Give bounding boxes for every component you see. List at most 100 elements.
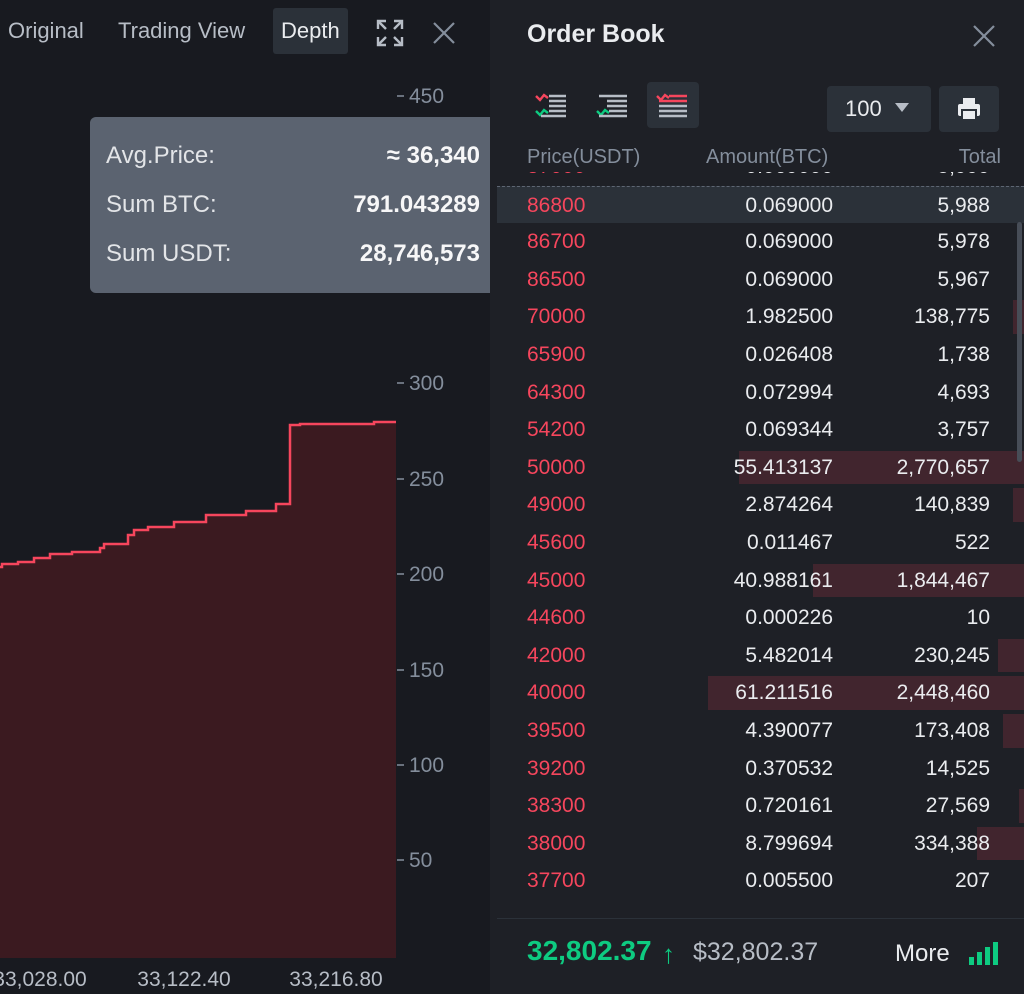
- row-amount: 0.026408: [745, 343, 833, 366]
- order-book-footer: 32,802.37 ↑ $32,802.37 More: [497, 918, 1024, 994]
- depth-bar: [1002, 714, 1024, 748]
- order-book-row[interactable]: 39200 0.370532 14,525: [497, 750, 1024, 788]
- row-price: 87000: [527, 172, 585, 186]
- order-book-rows: 87000 0.069000 5,999 86800 0.069000 5,988 8670…: [497, 172, 1024, 918]
- row-price: 37700: [527, 869, 586, 893]
- signal-strength-icon: [969, 942, 998, 965]
- ask-depth-line: [0, 420, 396, 569]
- chart-view-tabs: Original Trading View Depth: [0, 6, 490, 54]
- mark-price: $32,802.37: [693, 938, 819, 966]
- row-price: 45600: [527, 531, 586, 554]
- order-book-title: Order Book: [527, 20, 665, 48]
- row-amount: 0.720161: [745, 794, 833, 818]
- tooltip-sum-usdt-row: Sum USDT: 28,746,573: [106, 229, 480, 278]
- tab-trading-view[interactable]: Trading View: [118, 18, 246, 43]
- depth-bar: [1018, 789, 1024, 823]
- order-book-row[interactable]: 49000 2.874264 140,839: [497, 486, 1024, 524]
- tooltip-label: Sum USDT:: [106, 240, 232, 267]
- row-total: 334,388: [914, 831, 990, 855]
- order-book-row[interactable]: 86500 0.069000 5,967: [497, 261, 1024, 299]
- printer-icon: [958, 98, 980, 121]
- row-total: 4,693: [937, 380, 990, 404]
- order-book-panel: Order Book: [497, 0, 1024, 994]
- row-amount: 0.370532: [745, 756, 833, 780]
- row-price: 39200: [527, 756, 586, 780]
- row-price: 64300: [527, 380, 586, 404]
- ask-depth-area: [0, 422, 396, 958]
- order-book-scrollbar[interactable]: [1017, 222, 1022, 462]
- depth-bar: [813, 563, 1024, 598]
- x-tick-label: 33,216.80: [289, 968, 382, 991]
- view-asks-button[interactable]: [647, 82, 699, 128]
- row-price: 39500: [527, 719, 586, 742]
- x-tick-label: 33,122.40: [137, 968, 230, 991]
- row-total: 5,978: [937, 230, 990, 254]
- row-amount: 5.482014: [745, 643, 833, 667]
- column-header-price: Price(USDT): [527, 146, 641, 168]
- row-amount: 40.988161: [733, 568, 833, 592]
- row-total: 3,757: [937, 418, 990, 442]
- row-amount: 1.982500: [745, 305, 833, 329]
- order-book-row[interactable]: 44600 0.000226 10: [497, 599, 1024, 637]
- last-price: 32,802.37: [527, 935, 652, 966]
- depth-size-select[interactable]: 100: [827, 86, 931, 132]
- tooltip-value: 791.043289: [353, 191, 480, 218]
- row-amount: 0.011467: [746, 531, 833, 554]
- order-book-row[interactable]: 40000 61.211516 2,448,460: [497, 674, 1024, 712]
- order-book-row[interactable]: 38000 8.799694 334,388: [497, 825, 1024, 863]
- tooltip-label: Sum BTC:: [106, 191, 217, 218]
- row-amount: 0.069000: [745, 230, 833, 254]
- order-book-row[interactable]: 45000 40.988161 1,844,467: [497, 562, 1024, 600]
- order-book-row[interactable]: 54200 0.069344 3,757: [497, 411, 1024, 449]
- row-total: 207: [954, 869, 990, 893]
- row-amount: 0.072994: [745, 380, 833, 404]
- row-price: 44600: [527, 606, 586, 630]
- row-amount: 55.413137: [733, 455, 833, 479]
- order-book-row[interactable]: 65900 0.026408 1,738: [497, 336, 1024, 374]
- y-tick-label: 250: [409, 468, 444, 491]
- order-book-row[interactable]: 86800 0.069000 5,988: [497, 185, 1024, 224]
- view-bids-asks-button[interactable]: [527, 82, 579, 128]
- row-price: 38300: [527, 794, 586, 818]
- order-book-row[interactable]: 42000 5.482014 230,245: [497, 637, 1024, 675]
- row-total: 230,245: [914, 643, 990, 667]
- depth-chart-panel: Original Trading View Depth 450 300 250 200…: [0, 0, 490, 994]
- order-book-row[interactable]: 39500 4.390077 173,408: [497, 712, 1024, 750]
- row-amount: 0.000226: [745, 606, 833, 630]
- order-book-row[interactable]: 37700 0.005500 207: [497, 862, 1024, 900]
- tooltip-label: Avg.Price:: [106, 142, 215, 169]
- tab-original[interactable]: Original: [8, 18, 84, 43]
- order-book-row[interactable]: 38300 0.720161 27,569: [497, 787, 1024, 825]
- order-book-row[interactable]: 50000 55.413137 2,770,657: [497, 449, 1024, 487]
- depth-bar: [739, 450, 1024, 485]
- caret-down-icon: [895, 103, 909, 112]
- view-bids-button[interactable]: [587, 82, 639, 128]
- order-book-both-icon: [535, 93, 566, 118]
- row-amount: 0.005500: [745, 869, 833, 893]
- tab-depth[interactable]: Depth: [273, 8, 348, 54]
- expand-icon[interactable]: [375, 18, 405, 48]
- row-total: 5,967: [937, 267, 990, 291]
- row-total: 10: [966, 606, 990, 630]
- row-total: 1,844,467: [896, 568, 990, 592]
- y-tick-label: 450: [409, 85, 444, 108]
- close-icon[interactable]: [970, 22, 998, 50]
- settings-button[interactable]: [939, 86, 999, 132]
- depth-size-value: 100: [845, 96, 882, 121]
- x-axis: 33,028.00 33,122.40 33,216.80: [0, 968, 383, 991]
- depth-bar: [976, 826, 1024, 861]
- y-tick-label: 150: [409, 659, 444, 682]
- row-total: 138,775: [914, 305, 990, 329]
- row-total: 2,770,657: [896, 455, 990, 479]
- row-price: 70000: [527, 305, 586, 329]
- order-book-row[interactable]: 70000 1.982500 138,775: [497, 298, 1024, 336]
- row-amount: 0.069000: [745, 267, 833, 291]
- order-book-row[interactable]: 64300 0.072994 4,693: [497, 374, 1024, 412]
- row-price: 42000: [527, 643, 586, 667]
- close-icon[interactable]: [429, 18, 459, 48]
- more-link[interactable]: More: [895, 940, 950, 967]
- order-book-row[interactable]: 86700 0.069000 5,978: [497, 223, 1024, 261]
- order-book-row[interactable]: 87000 0.069000 5,999: [497, 172, 1024, 186]
- order-book-row[interactable]: 45600 0.011467 522: [497, 524, 1024, 562]
